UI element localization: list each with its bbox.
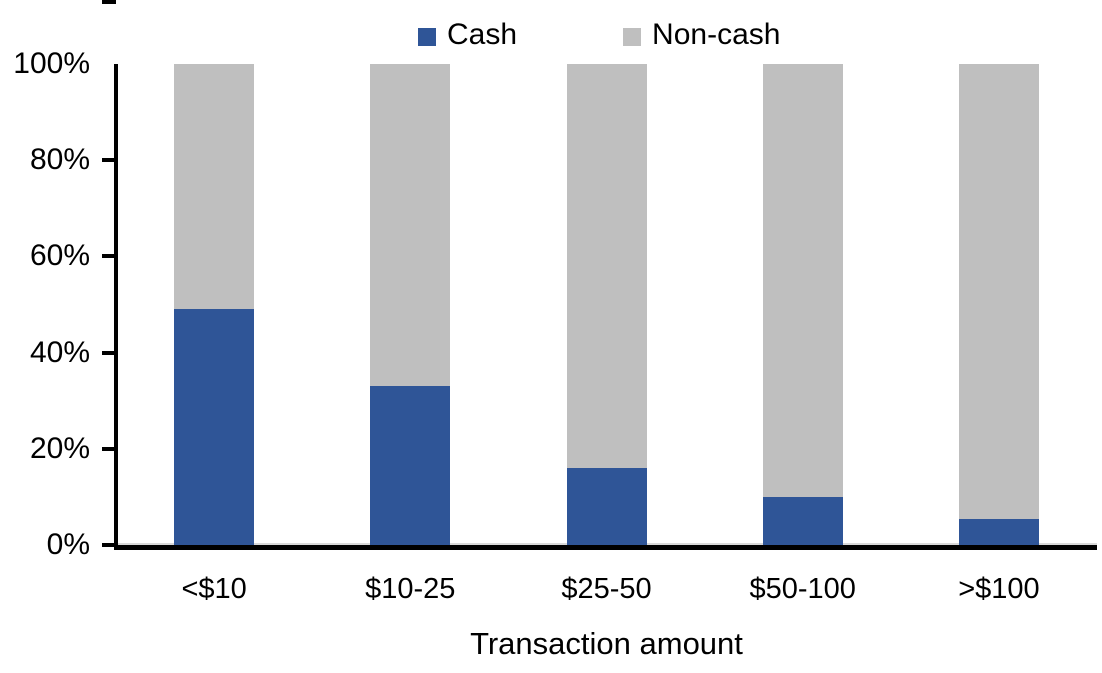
bar-segment-cash-2 [370,386,451,545]
bar-segment-cash-5 [958,518,1039,545]
bar-segment-cash-4 [762,496,843,545]
legend-label-cash: Cash [447,18,518,51]
bar-segment-cash-1 [174,309,255,545]
stacked-bar-5 [958,64,1039,545]
y-axis-tick [102,543,116,547]
y-axis-tick [102,447,116,451]
legend-swatch-noncash-icon [623,27,642,46]
y-axis-tick [102,0,116,4]
bar-segment-noncash-3 [566,64,647,469]
stacked-bar-3 [566,64,647,545]
bar-segment-noncash-1 [174,64,255,310]
x-tick-label: <$10 [181,573,247,605]
bar-slot-5 [901,64,1097,545]
x-tick-label: >$100 [958,573,1040,605]
y-tick-label-20: 20% [29,432,90,465]
y-axis-line [114,64,118,547]
bar-slot-3 [508,64,704,545]
bar-segment-noncash-4 [762,64,843,497]
y-axis-tick [102,254,116,258]
x-axis-line [114,545,1097,550]
y-axis-tick [102,351,116,355]
bar-segment-cash-3 [566,468,647,545]
y-axis-tick [102,158,116,162]
y-tick-label-40: 40% [29,336,90,369]
y-tick-label-100: 100% [13,47,90,80]
stacked-bar-1 [174,64,255,545]
x-axis-title: Transaction amount [470,626,743,661]
legend-item-cash: Cash [418,18,517,52]
bar-segment-noncash-2 [370,64,451,387]
y-tick-label-80: 80% [29,143,90,176]
x-tick-label: $25-50 [561,573,652,605]
y-tick-label-60: 60% [29,239,90,272]
y-tick-label-0: 0% [46,528,90,561]
legend-item-noncash: Non-cash [623,18,780,52]
x-axis-labels: <$10 $10-25 $25-50 $50-100 >$100 [116,573,1097,605]
legend-swatch-cash-icon [418,27,436,46]
bar-slot-2 [312,64,508,545]
legend: Cash Non-cash [418,18,780,52]
plot-area [116,64,1097,545]
x-tick-label: $10-25 [365,573,456,605]
bar-segment-noncash-5 [958,64,1039,519]
bar-slot-4 [705,64,901,545]
legend-label-noncash: Non-cash [652,18,781,51]
bar-slot-1 [116,64,312,545]
x-tick-label: $50-100 [749,573,856,605]
stacked-bar-2 [370,64,451,545]
stacked-bar-4 [762,64,843,545]
